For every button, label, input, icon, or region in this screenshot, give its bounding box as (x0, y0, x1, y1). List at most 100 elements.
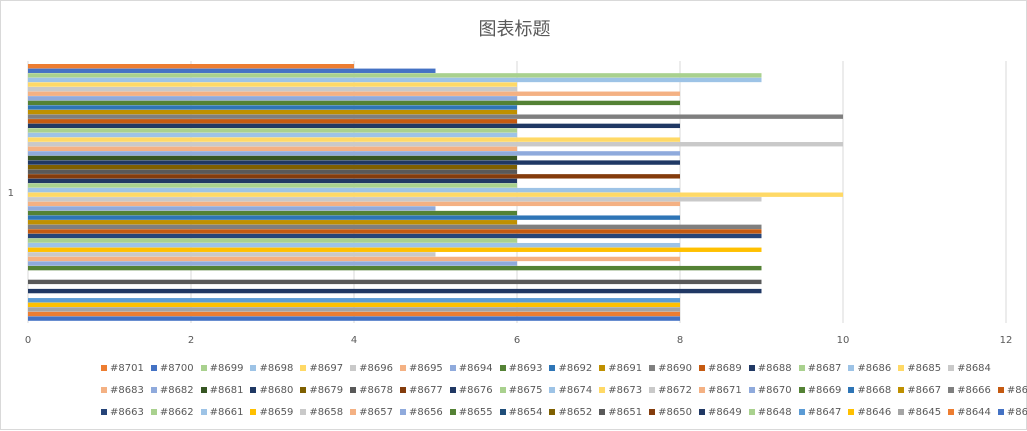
legend-swatch (898, 409, 905, 415)
x-tick-label: 10 (837, 335, 850, 346)
legend-swatch (848, 365, 855, 371)
legend-swatch (449, 387, 456, 393)
legend-item: #8658 (300, 407, 343, 418)
legend-item: #8675 (499, 385, 542, 396)
legend-swatch (300, 387, 307, 393)
bar-series-8681 (28, 155, 517, 161)
legend-item: #8696 (350, 363, 393, 374)
legend-label: #8686 (857, 362, 892, 374)
legend-item: #8688 (748, 362, 792, 374)
legend-label: #8690 (658, 362, 692, 374)
legend-swatch (350, 387, 357, 393)
legend-label: #8665 (1006, 384, 1027, 396)
legend-label: #8678 (359, 384, 393, 396)
legend-swatch (250, 409, 257, 415)
legend-label: #8657 (359, 406, 393, 418)
legend-swatch (150, 409, 157, 415)
bar-series-8676 (28, 178, 517, 184)
bar-series-8644 (28, 311, 680, 317)
bar-series-8667 (28, 220, 517, 225)
legend-swatch (549, 387, 556, 393)
legend-swatch (649, 365, 656, 371)
legend-item: #8655 (449, 407, 493, 418)
bar-series-8675 (28, 183, 517, 188)
legend-item: #8680 (250, 385, 293, 396)
legend-label: #8672 (658, 384, 692, 396)
bar-series-8673 (28, 192, 843, 197)
legend-item: #8699 (200, 362, 244, 374)
chart-title: 图表标题 (478, 19, 551, 40)
legend-item: #8663 (101, 407, 144, 418)
legend-item: #8673 (599, 385, 642, 396)
legend-item: #8695 (399, 363, 443, 374)
bar-series-8695 (28, 91, 680, 96)
legend-label: #8699 (209, 362, 244, 374)
legend-swatch (150, 387, 157, 393)
legend-label: #8661 (209, 406, 244, 418)
legend-label: #8676 (458, 384, 493, 396)
bar-series-8694 (28, 96, 517, 101)
legend-swatch (101, 409, 107, 415)
bar-series-8691 (28, 109, 517, 115)
legend-swatch (449, 409, 456, 415)
x-tick-label: 12 (1000, 335, 1013, 346)
bar-series-8645 (28, 307, 680, 312)
bar-series-8678 (28, 169, 517, 174)
legend-swatch (549, 409, 556, 415)
legend-label: #8650 (658, 406, 692, 418)
legend-item: #8651 (599, 407, 642, 418)
legend-swatch (898, 365, 905, 371)
legend-item: #8644 (948, 407, 991, 418)
legend-swatch (698, 365, 705, 371)
legend-label: #8645 (907, 406, 942, 418)
legend-item: #8676 (449, 384, 493, 396)
bar-series-8677 (28, 174, 680, 179)
legend-item: #8692 (549, 363, 592, 374)
bar-series-8682 (28, 151, 680, 156)
y-tick-label: 1 (8, 188, 14, 199)
legend-swatch (449, 365, 456, 371)
bar-series-8663 (28, 233, 762, 239)
legend-item: #8659 (250, 407, 293, 418)
legend-item: #8698 (250, 363, 293, 374)
bar-series-8662 (28, 238, 517, 243)
legend-item: #8697 (300, 363, 343, 374)
legend-swatch (848, 387, 855, 393)
bar-series-8657 (28, 256, 680, 262)
bar-series-8696 (28, 86, 517, 92)
legend-item: #8661 (200, 406, 244, 418)
bar-series-8655 (28, 265, 762, 271)
legend-item: #8682 (150, 385, 194, 396)
legend-label: #8668 (857, 384, 892, 396)
bar-series-8701 (28, 64, 354, 69)
legend-label: #8662 (159, 406, 194, 418)
legend-item: #8650 (649, 407, 692, 418)
legend-item: #8648 (748, 406, 792, 418)
legend-label: #8684 (957, 362, 991, 374)
bar-series-8649 (28, 288, 762, 294)
legend-label: #8648 (757, 406, 792, 418)
legend-item: #8681 (200, 385, 243, 396)
legend-swatch (997, 409, 1004, 415)
legend-row: #8663 #8662 #8661 #8659 #8658 #8657 #8656 #8655… (101, 401, 1027, 423)
legend-swatch (948, 365, 955, 371)
legend-swatch (798, 365, 805, 371)
legend-label: #8694 (458, 362, 493, 374)
legend-item: #8701 (101, 363, 144, 374)
legend-item: #8700 (150, 363, 194, 374)
legend-swatch (698, 387, 705, 393)
bar-series-8684 (28, 142, 843, 147)
legend-label: #8654 (508, 406, 543, 418)
legend-swatch (549, 365, 556, 371)
legend-swatch (200, 409, 207, 415)
legend-label: #8688 (757, 362, 792, 374)
x-tick-label: 2 (188, 335, 194, 346)
legend-item: #8689 (698, 363, 742, 374)
legend-label: #8659 (259, 406, 294, 418)
bar-series-8656 (28, 261, 517, 266)
legend-swatch (101, 365, 107, 371)
legend-swatch (101, 387, 107, 393)
legend-item: #8674 (549, 385, 592, 396)
legend-item: #8667 (898, 385, 941, 396)
